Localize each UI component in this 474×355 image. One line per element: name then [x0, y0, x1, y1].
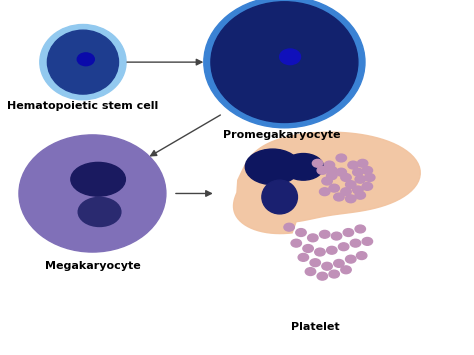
- Ellipse shape: [204, 0, 365, 128]
- Circle shape: [305, 268, 316, 275]
- Circle shape: [322, 262, 332, 270]
- Circle shape: [334, 260, 344, 267]
- Ellipse shape: [283, 153, 323, 180]
- Circle shape: [315, 248, 325, 256]
- Polygon shape: [234, 132, 420, 234]
- Circle shape: [324, 161, 335, 169]
- Ellipse shape: [71, 162, 125, 196]
- Circle shape: [291, 239, 301, 247]
- Ellipse shape: [245, 149, 300, 185]
- Circle shape: [77, 53, 94, 66]
- Circle shape: [362, 237, 373, 245]
- Circle shape: [296, 229, 306, 236]
- Circle shape: [341, 188, 351, 196]
- Circle shape: [355, 175, 365, 183]
- Circle shape: [362, 166, 373, 174]
- Circle shape: [341, 174, 351, 181]
- Ellipse shape: [40, 24, 126, 100]
- Text: Promegakaryocyte: Promegakaryocyte: [223, 130, 341, 140]
- Circle shape: [348, 161, 358, 169]
- Text: Platelet: Platelet: [291, 322, 339, 332]
- Circle shape: [312, 159, 323, 167]
- Circle shape: [317, 272, 328, 280]
- Circle shape: [357, 159, 368, 167]
- Circle shape: [329, 184, 339, 192]
- Circle shape: [317, 166, 328, 174]
- Circle shape: [329, 270, 339, 278]
- Circle shape: [365, 174, 375, 181]
- Ellipse shape: [262, 180, 297, 214]
- Circle shape: [334, 193, 344, 201]
- Circle shape: [319, 188, 330, 196]
- Circle shape: [336, 154, 346, 162]
- Ellipse shape: [19, 135, 166, 252]
- Circle shape: [280, 49, 301, 65]
- Ellipse shape: [78, 197, 121, 226]
- Circle shape: [322, 177, 332, 185]
- Circle shape: [338, 243, 349, 251]
- Circle shape: [319, 230, 330, 238]
- Circle shape: [343, 229, 354, 236]
- Circle shape: [327, 166, 337, 174]
- Circle shape: [308, 234, 318, 242]
- Circle shape: [327, 172, 337, 180]
- Text: Hematopoietic stem cell: Hematopoietic stem cell: [7, 101, 159, 111]
- Circle shape: [362, 182, 373, 190]
- Circle shape: [350, 239, 361, 247]
- Circle shape: [331, 232, 342, 240]
- Circle shape: [298, 253, 309, 261]
- Ellipse shape: [211, 2, 358, 122]
- Circle shape: [355, 225, 365, 233]
- Circle shape: [310, 259, 320, 267]
- Circle shape: [355, 191, 365, 199]
- Circle shape: [341, 266, 351, 274]
- Circle shape: [336, 168, 346, 176]
- Circle shape: [284, 223, 294, 231]
- Circle shape: [346, 195, 356, 203]
- Circle shape: [346, 255, 356, 263]
- Circle shape: [303, 245, 313, 252]
- Circle shape: [356, 252, 367, 260]
- Ellipse shape: [47, 30, 118, 94]
- Circle shape: [346, 181, 356, 189]
- Circle shape: [327, 246, 337, 254]
- Circle shape: [353, 168, 363, 176]
- Text: Megakaryocyte: Megakaryocyte: [45, 261, 140, 271]
- Circle shape: [353, 186, 363, 194]
